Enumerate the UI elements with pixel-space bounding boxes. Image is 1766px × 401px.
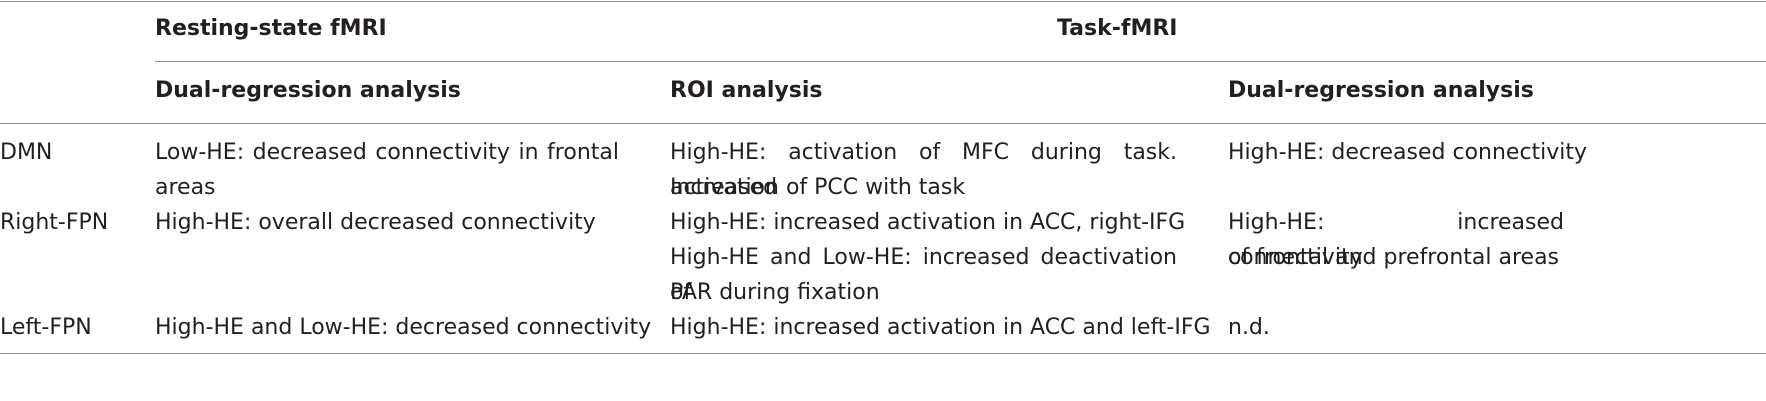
row-right-fpn-task-dual-line2: of frontal and prefrontal areas xyxy=(1228,245,1560,270)
row-right-fpn-roi-line3: PAR during fixation xyxy=(670,280,880,305)
row-dmn-resting-line1: Low-HE: decreased connectivity in fronta… xyxy=(155,140,619,165)
row-right-fpn-roi-line1: High-HE: increased activation in ACC, ri… xyxy=(670,210,1186,235)
row-right-fpn-resting-line1: High-HE: overall decreased connectivity xyxy=(155,210,596,235)
row-left-fpn-task-dual-line1: n.d. xyxy=(1228,315,1270,340)
header-task-dual-regression: Dual-regression analysis xyxy=(1228,78,1534,103)
row-dmn-roi-line1: High-HE: activation of MFC during task. … xyxy=(670,140,1177,200)
header-bottom-rule xyxy=(0,123,1766,124)
header-resting-state-fmri: Resting-state fMRI xyxy=(155,16,387,41)
row-dmn-resting-line2: areas xyxy=(155,175,216,200)
row-dmn-network: DMN xyxy=(0,140,53,165)
task-group-rule xyxy=(155,61,1766,62)
top-rule xyxy=(0,1,1766,2)
row-left-fpn-roi-line1: High-HE: increased activation in ACC and… xyxy=(670,315,1211,340)
header-roi-analysis: ROI analysis xyxy=(670,78,823,103)
bottom-rule xyxy=(0,353,1766,354)
header-task-fmri: Task-fMRI xyxy=(1057,16,1178,41)
row-left-fpn-resting-line1: High-HE and Low-HE: decreased connectivi… xyxy=(155,315,652,340)
row-dmn-task-dual-line1: High-HE: decreased connectivity xyxy=(1228,140,1588,165)
header-resting-dual-regression: Dual-regression analysis xyxy=(155,78,461,103)
row-right-fpn-task-dual-line1: High-HE: increased connectivity xyxy=(1228,210,1564,270)
row-right-fpn-roi-line2: High-HE and Low-HE: increased deactivati… xyxy=(670,245,1177,305)
row-dmn-roi-line2: activation of PCC with task xyxy=(670,175,966,200)
row-left-fpn-network: Left-FPN xyxy=(0,315,92,340)
row-right-fpn-network: Right-FPN xyxy=(0,210,109,235)
